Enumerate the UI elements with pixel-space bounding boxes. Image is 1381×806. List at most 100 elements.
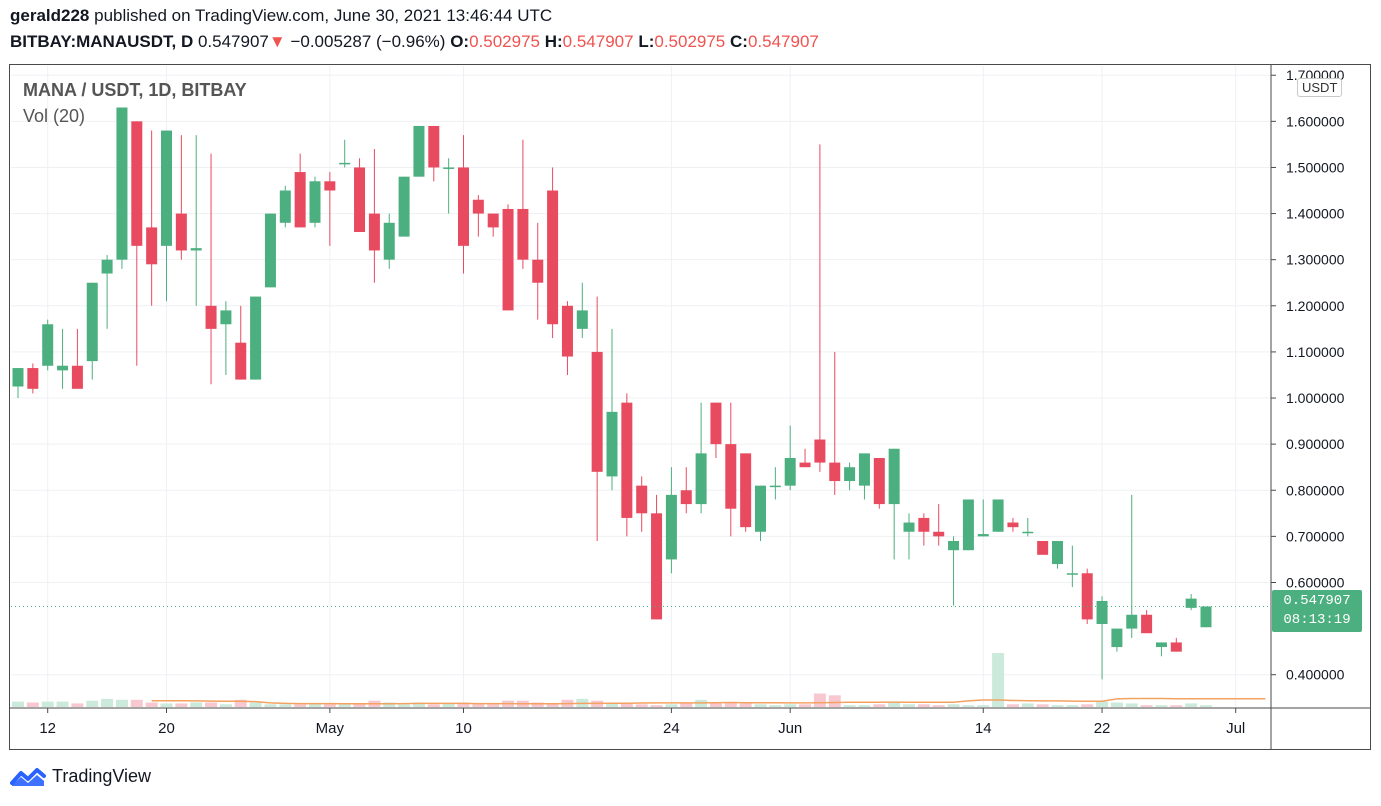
volume-bar — [294, 704, 307, 707]
candle-body — [86, 282, 98, 362]
candle-body — [799, 462, 811, 468]
candle-down — [933, 504, 945, 546]
candle-down — [472, 195, 484, 237]
volume-bar — [115, 699, 128, 707]
candle-body — [829, 462, 841, 482]
volume-bar — [205, 702, 218, 707]
candle-body — [1141, 614, 1153, 634]
volume-bar — [1185, 703, 1198, 707]
y-tick-label: 1.300000 — [1286, 252, 1345, 268]
volume-bar — [799, 704, 812, 707]
candle-up — [443, 158, 455, 214]
candle-body — [606, 411, 618, 477]
y-tick-label: 0.900000 — [1286, 436, 1345, 452]
currency-badge[interactable]: USDT — [1297, 78, 1343, 97]
candle-body — [561, 305, 573, 357]
volume-bar — [1051, 705, 1064, 707]
candle-body — [324, 181, 336, 191]
volume-bar — [472, 703, 485, 707]
volume-bar — [427, 704, 440, 707]
volume-bar — [1096, 701, 1109, 707]
x-tick-label: 20 — [158, 720, 175, 737]
candle-up — [1052, 540, 1063, 569]
candle-down — [799, 448, 811, 468]
volume-bar — [249, 702, 262, 707]
candle-up — [250, 296, 262, 380]
volume-bar — [56, 701, 69, 707]
candle-down — [636, 476, 648, 532]
volume-bar — [130, 699, 143, 707]
volume-bar — [1125, 703, 1138, 707]
volume-bar — [724, 702, 737, 707]
candle-body — [1007, 522, 1019, 528]
candle-down — [487, 213, 499, 237]
candle-down — [621, 393, 633, 537]
candle-body — [576, 310, 588, 329]
candle-body — [1022, 531, 1034, 534]
candle-down — [235, 305, 247, 380]
candle-up — [309, 176, 321, 228]
candle-up — [695, 402, 707, 514]
candle-body — [161, 130, 172, 246]
candle-body — [918, 517, 930, 532]
volume-bar — [977, 705, 990, 707]
volume-bar — [1140, 705, 1153, 707]
volume-bar — [1200, 705, 1212, 707]
tradingview-logo-icon[interactable] — [10, 767, 46, 787]
high-value: 0.547907 — [562, 32, 634, 51]
symbol-label: BITBAY:MANAUSDT, D — [10, 32, 194, 51]
candle-up — [888, 448, 900, 560]
candle-body — [294, 172, 306, 228]
candle-body — [1185, 598, 1197, 608]
y-tick-label: 0.800000 — [1286, 482, 1345, 498]
candle-body — [101, 259, 113, 274]
volume-ma-line — [151, 697, 1266, 705]
candle-down — [324, 172, 336, 246]
candle-up — [161, 130, 172, 302]
candle-up — [279, 185, 291, 228]
candle-up — [606, 328, 618, 491]
candle-down — [146, 130, 158, 306]
candle-up — [1200, 606, 1212, 628]
candle-up — [1126, 494, 1138, 638]
x-tick-label: May — [316, 720, 345, 737]
y-tick-label: 1.100000 — [1286, 344, 1345, 360]
candle-down — [175, 135, 187, 260]
publisher-name[interactable]: gerald228 — [10, 6, 90, 25]
candle-body — [725, 444, 737, 509]
volume-bar — [754, 704, 767, 707]
candle-body — [844, 467, 856, 482]
candle-body — [1170, 642, 1182, 652]
volume-bar — [323, 703, 336, 707]
candle-body — [1066, 573, 1078, 575]
candle-body — [992, 499, 1004, 532]
candle-body — [636, 485, 648, 514]
footer: TradingView — [10, 766, 151, 787]
candle-body — [502, 208, 514, 311]
candle-body — [755, 485, 766, 532]
candle-up — [12, 368, 24, 399]
candle-body — [220, 310, 232, 325]
volume-bar — [1081, 704, 1094, 707]
candle-down — [1037, 540, 1049, 555]
volume-bar — [398, 704, 411, 707]
volume-bar — [1066, 705, 1079, 707]
candle-up — [190, 135, 202, 306]
ohlc-line: BITBAY:MANAUSDT, D 0.547907▼ −0.005287 (… — [10, 32, 819, 52]
candle-body — [1037, 540, 1049, 555]
chart-frame[interactable] — [9, 64, 1371, 750]
candle-body — [309, 181, 321, 223]
candle-up — [784, 425, 796, 491]
candle-up — [264, 213, 276, 288]
candle-body — [769, 485, 781, 488]
high-label: H: — [544, 32, 563, 51]
tradingview-brand[interactable]: TradingView — [52, 766, 152, 786]
candle-down — [547, 167, 559, 339]
candle-down — [517, 139, 529, 269]
candle-body — [621, 402, 633, 518]
candle-body — [933, 531, 945, 537]
volume-bar — [606, 703, 618, 707]
x-tick-label: 24 — [663, 720, 680, 737]
candle-body — [962, 499, 974, 551]
